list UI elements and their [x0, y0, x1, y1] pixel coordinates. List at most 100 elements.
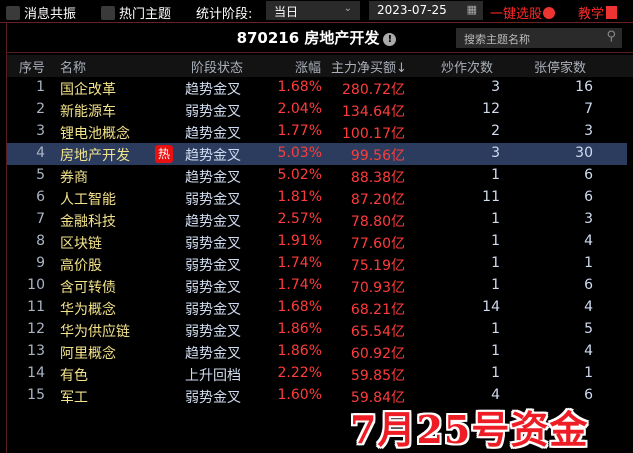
divider	[0, 22, 633, 23]
row-limit: 1	[584, 255, 593, 271]
row-limit: 6	[584, 167, 593, 183]
row-count: 11	[482, 189, 500, 205]
row-pct: 1.60%	[277, 387, 322, 403]
col-amount[interactable]: 主力净买额↓	[331, 61, 407, 76]
col-name[interactable]: 名称	[60, 61, 87, 76]
row-count: 3	[491, 145, 500, 161]
table-row[interactable]: 6 人工智能 弱势金叉 1.81% 87.20亿 11 6	[7, 187, 627, 209]
row-number: 8	[36, 233, 45, 249]
chevron-down-icon: ⌄	[343, 3, 352, 14]
row-state: 上升回档	[185, 368, 241, 384]
row-pct: 1.68%	[277, 79, 322, 95]
row-pct: 5.03%	[277, 145, 322, 161]
row-state: 弱势金叉	[185, 236, 241, 252]
row-count: 3	[491, 79, 500, 95]
row-name: 新能源车	[60, 104, 116, 120]
row-state: 弱势金叉	[185, 280, 241, 296]
table-row[interactable]: 8 区块链 弱势金叉 1.91% 77.60亿 1 4	[7, 231, 627, 253]
row-limit: 30	[575, 145, 593, 161]
info-icon[interactable]: !	[383, 33, 397, 46]
table-row[interactable]: 15 军工 弱势金叉 1.60% 59.84亿 4 6	[7, 385, 627, 407]
row-pct: 1.68%	[277, 299, 322, 315]
row-name: 华为供应链	[60, 324, 130, 340]
table-row[interactable]: 12 华为供应链 弱势金叉 1.86% 65.54亿 1 5	[7, 319, 627, 341]
one-click-select-button[interactable]: 一键选股	[490, 3, 556, 22]
row-amount: 134.64亿	[342, 104, 405, 120]
row-number: 4	[36, 145, 45, 161]
row-number: 3	[36, 123, 45, 139]
row-limit: 6	[584, 387, 593, 403]
row-number: 10	[27, 277, 45, 293]
row-pct: 1.81%	[277, 189, 322, 205]
col-no[interactable]: 序号	[19, 61, 46, 76]
row-amount: 100.17亿	[342, 126, 405, 142]
table-row[interactable]: 10 含可转债 弱势金叉 1.74% 70.93亿 1 6	[7, 275, 627, 297]
row-amount: 75.19亿	[350, 258, 405, 274]
row-count: 1	[491, 233, 500, 249]
row-limit: 4	[584, 343, 593, 359]
row-limit: 4	[584, 233, 593, 249]
col-state[interactable]: 阶段状态	[191, 61, 244, 76]
table-row[interactable]: 4 房地产开发 趋势金叉 5.03% 99.56亿 3 30 热	[7, 143, 627, 165]
resonance-toggle[interactable]: 消息共振	[6, 3, 76, 22]
row-pct: 2.22%	[277, 365, 322, 381]
search-icon[interactable]: ⚲	[606, 29, 616, 44]
table-row[interactable]: 5 券商 趋势金叉 5.02% 88.38亿 1 6	[7, 165, 627, 187]
calendar-icon[interactable]: ▦	[466, 3, 477, 16]
row-name: 人工智能	[60, 192, 116, 208]
table-row[interactable]: 9 高价股 弱势金叉 1.74% 75.19亿 1 1	[7, 253, 627, 275]
row-state: 弱势金叉	[185, 302, 241, 318]
row-amount: 60.92亿	[350, 346, 405, 362]
table-row[interactable]: 3 锂电池概念 趋势金叉 1.77% 100.17亿 2 3	[7, 121, 627, 143]
col-count[interactable]: 炒作次数	[441, 61, 494, 76]
col-pct[interactable]: 涨幅	[295, 61, 322, 76]
row-amount: 99.56亿	[350, 148, 405, 164]
row-amount: 59.85亿	[350, 368, 405, 384]
row-pct: 1.91%	[277, 233, 322, 249]
row-pct: 2.04%	[277, 101, 322, 117]
row-count: 14	[482, 299, 500, 315]
row-name: 金融科技	[60, 214, 116, 230]
row-state: 趋势金叉	[185, 126, 241, 142]
row-number: 12	[27, 321, 45, 337]
row-pct: 1.74%	[277, 277, 322, 293]
row-count: 1	[491, 277, 500, 293]
row-pct: 1.86%	[277, 343, 322, 359]
row-limit: 6	[584, 189, 593, 205]
row-name: 有色	[60, 368, 88, 384]
title-text: 870216 房地产开发	[236, 29, 380, 47]
table-row[interactable]: 2 新能源车 弱势金叉 2.04% 134.64亿 12 7	[7, 99, 627, 121]
row-state: 趋势金叉	[185, 346, 241, 362]
table-row[interactable]: 13 阿里概念 趋势金叉 1.86% 60.92亿 1 4	[7, 341, 627, 363]
row-count: 4	[491, 387, 500, 403]
row-limit: 7	[584, 101, 593, 117]
row-limit: 16	[575, 79, 593, 95]
tutorial-button[interactable]: 教学	[578, 3, 618, 22]
checkbox[interactable]	[101, 5, 115, 20]
table-row[interactable]: 1 国企改革 趋势金叉 1.68% 280.72亿 3 16	[7, 77, 627, 99]
row-pct: 5.02%	[277, 167, 322, 183]
hot-badge: 热	[155, 145, 173, 163]
checkbox[interactable]	[6, 5, 20, 20]
table-row[interactable]: 7 金融科技 趋势金叉 2.57% 78.80亿 1 3	[7, 209, 627, 231]
row-limit: 6	[584, 277, 593, 293]
period-select[interactable]: 当日 ⌄	[266, 1, 360, 20]
row-state: 弱势金叉	[185, 104, 241, 120]
table-row[interactable]: 11 华为概念 弱势金叉 1.68% 68.21亿 14 4	[7, 297, 627, 319]
row-amount: 70.93亿	[350, 280, 405, 296]
row-pct: 1.74%	[277, 255, 322, 271]
row-limit: 4	[584, 299, 593, 315]
search-placeholder: 搜索主题名称	[464, 33, 530, 46]
row-pct: 2.57%	[277, 211, 322, 227]
row-amount: 88.38亿	[350, 170, 405, 186]
row-count: 2	[491, 123, 500, 139]
col-limit[interactable]: 张停家数	[534, 61, 587, 76]
table-row[interactable]: 14 有色 上升回档 2.22% 59.85亿 1 1	[7, 363, 627, 385]
search-input[interactable]: 搜索主题名称 ⚲	[456, 28, 622, 48]
row-name: 锂电池概念	[60, 126, 130, 142]
hot-topics-toggle[interactable]: 热门主题	[101, 3, 171, 22]
resonance-label: 消息共振	[24, 7, 77, 22]
row-name: 含可转债	[60, 280, 116, 296]
date-picker[interactable]: 2023-07-25 ▦	[369, 1, 483, 20]
row-name: 券商	[60, 170, 88, 186]
